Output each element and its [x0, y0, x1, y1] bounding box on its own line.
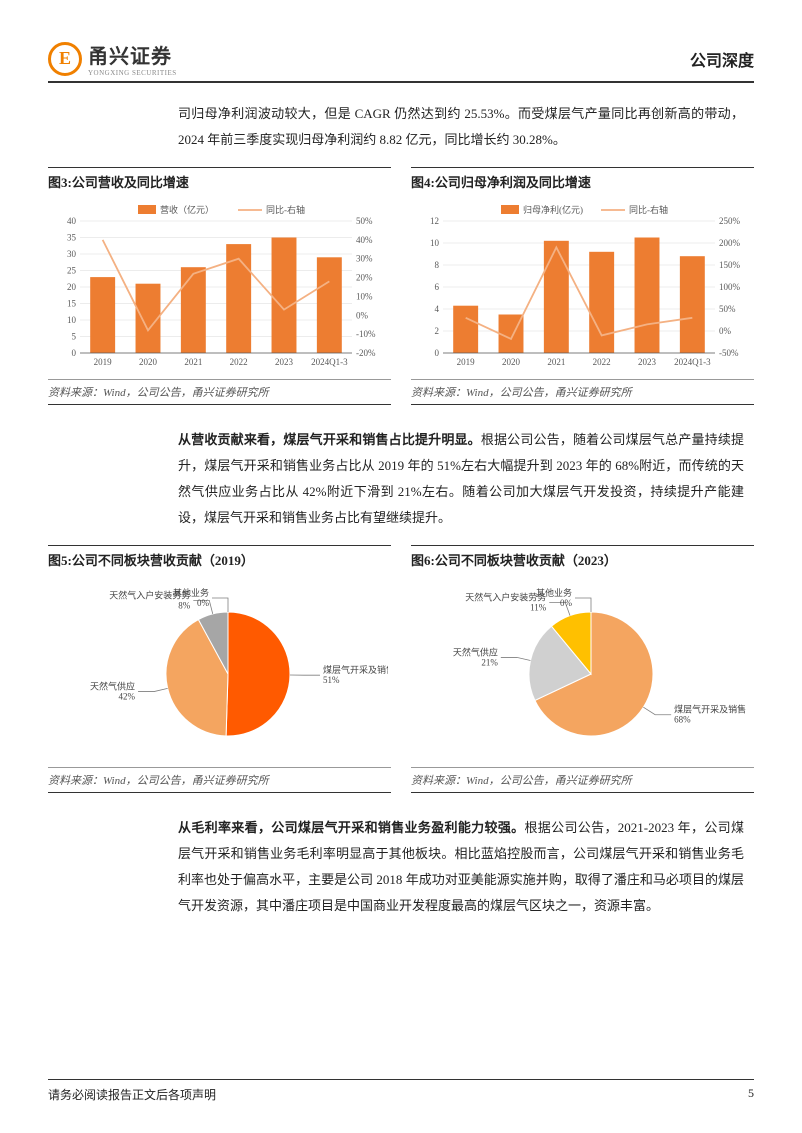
- chart5-source: 资料来源：Wind，公司公告，甬兴证券研究所: [48, 767, 391, 793]
- svg-text:20%: 20%: [356, 273, 373, 283]
- svg-text:2019: 2019: [94, 357, 113, 367]
- chart3-svg: 0 5 10 15 20 25 30 35 40 -20% -10% 0% 10% 20% 30% 40% 50…: [48, 195, 388, 375]
- svg-text:35: 35: [67, 233, 77, 243]
- svg-text:40: 40: [67, 216, 77, 226]
- last-para-bold: 从毛利率来看，公司煤层气开采和销售业务盈利能力较强。: [178, 820, 524, 835]
- chart3-container: 图3:公司营收及同比增速 0 5 10 15 20 25 30 35 40 -20% -10% 0% 1…: [48, 167, 391, 405]
- svg-text:0%: 0%: [719, 326, 732, 336]
- svg-text:同比-右轴: 同比-右轴: [629, 204, 668, 215]
- logo-en: YONGXING SECURITIES: [88, 69, 177, 77]
- chart4-container: 图4:公司归母净利润及同比增速 0 2 4 6 8 10 12 -50% 0% 50% 100% 15…: [411, 167, 754, 405]
- svg-text:25: 25: [67, 266, 77, 276]
- svg-text:2024Q1-3: 2024Q1-3: [674, 357, 711, 367]
- intro-paragraph: 司归母净利润波动较大，但是 CAGR 仍然达到约 25.53%。而受煤层气产量同…: [178, 101, 744, 153]
- chart3-source: 资料来源：Wind，公司公告，甬兴证券研究所: [48, 379, 391, 405]
- svg-text:5: 5: [72, 332, 77, 342]
- svg-text:-10%: -10%: [356, 329, 376, 339]
- logo-cn: 甬兴证券: [88, 46, 172, 68]
- svg-text:0%: 0%: [356, 310, 369, 320]
- svg-text:21%: 21%: [481, 657, 498, 667]
- chart4-source: 资料来源：Wind，公司公告，甬兴证券研究所: [411, 379, 754, 405]
- chart6-title: 图6:公司不同板块营收贡献（2023）: [411, 545, 754, 569]
- mid-paragraph: 从营收贡献来看，煤层气开采和销售占比提升明显。根据公司公告，随着公司煤层气总产量…: [178, 427, 744, 531]
- svg-text:30%: 30%: [356, 254, 373, 264]
- svg-text:天然气供应: 天然气供应: [90, 681, 135, 692]
- logo-icon: E: [48, 42, 82, 76]
- chart6-container: 图6:公司不同板块营收贡献（2023） 煤层气开采及销售68% 天然气供应21% 天…: [411, 545, 754, 793]
- svg-text:天然气供应: 天然气供应: [453, 646, 498, 657]
- svg-text:8%: 8%: [178, 600, 191, 610]
- svg-text:2021: 2021: [547, 357, 565, 367]
- svg-text:10%: 10%: [356, 291, 373, 301]
- svg-text:20: 20: [67, 282, 77, 292]
- svg-text:同比-右轴: 同比-右轴: [266, 204, 305, 215]
- chart6-svg: 煤层气开采及销售68% 天然气供应21% 天然气入户安装劳务11% 其他业务0%: [411, 573, 751, 763]
- svg-text:6: 6: [435, 282, 440, 292]
- chart5-title: 图5:公司不同板块营收贡献（2019）: [48, 545, 391, 569]
- svg-text:2019: 2019: [457, 357, 476, 367]
- chart6-source: 资料来源：Wind，公司公告，甬兴证券研究所: [411, 767, 754, 793]
- footer-left: 请务必阅读报告正文后各项声明: [48, 1086, 216, 1103]
- svg-text:12: 12: [430, 216, 439, 226]
- svg-text:2024Q1-3: 2024Q1-3: [311, 357, 348, 367]
- svg-text:11%: 11%: [530, 602, 547, 612]
- svg-text:-20%: -20%: [356, 348, 376, 358]
- svg-text:0: 0: [435, 348, 440, 358]
- svg-text:50%: 50%: [356, 216, 373, 226]
- chart4-svg: 0 2 4 6 8 10 12 -50% 0% 50% 100% 150% 200% 250% 2019 20…: [411, 195, 751, 375]
- chart4-title: 图4:公司归母净利润及同比增速: [411, 167, 754, 191]
- svg-text:10: 10: [430, 238, 440, 248]
- svg-text:其他业务: 其他业务: [536, 587, 572, 598]
- svg-text:40%: 40%: [356, 235, 373, 245]
- svg-text:煤层气开采及销售: 煤层气开采及销售: [674, 704, 746, 715]
- svg-text:2023: 2023: [275, 357, 294, 367]
- svg-text:0%: 0%: [197, 598, 210, 608]
- svg-text:0: 0: [72, 348, 77, 358]
- svg-text:2020: 2020: [139, 357, 158, 367]
- svg-text:2020: 2020: [502, 357, 521, 367]
- svg-text:100%: 100%: [719, 282, 741, 292]
- svg-text:营收（亿元）: 营收（亿元）: [160, 204, 214, 215]
- svg-text:50%: 50%: [719, 304, 736, 314]
- footer-right: 5: [748, 1086, 754, 1103]
- svg-text:-50%: -50%: [719, 348, 739, 358]
- svg-text:其他业务: 其他业务: [173, 587, 209, 598]
- svg-text:8: 8: [435, 260, 440, 270]
- svg-text:2022: 2022: [593, 357, 611, 367]
- svg-text:68%: 68%: [674, 715, 691, 725]
- svg-text:2021: 2021: [184, 357, 202, 367]
- svg-text:天然气入户安装劳务: 天然气入户安装劳务: [465, 591, 546, 602]
- svg-text:10: 10: [67, 315, 77, 325]
- svg-text:4: 4: [435, 304, 440, 314]
- svg-text:0%: 0%: [560, 598, 573, 608]
- mid-para-bold: 从营收贡献来看，煤层气开采和销售占比提升明显。: [178, 432, 481, 447]
- svg-text:2023: 2023: [638, 357, 657, 367]
- doc-type: 公司深度: [690, 47, 754, 71]
- svg-text:42%: 42%: [119, 692, 136, 702]
- svg-text:2022: 2022: [230, 357, 248, 367]
- chart3-title: 图3:公司营收及同比增速: [48, 167, 391, 191]
- svg-text:150%: 150%: [719, 260, 741, 270]
- svg-text:30: 30: [67, 249, 77, 259]
- svg-text:煤层气开采及销售: 煤层气开采及销售: [323, 664, 388, 675]
- logo: E 甬兴证券 YONGXING SECURITIES: [48, 40, 177, 77]
- last-paragraph: 从毛利率来看，公司煤层气开采和销售业务盈利能力较强。根据公司公告，2021-20…: [178, 815, 744, 919]
- footer: 请务必阅读报告正文后各项声明 5: [48, 1079, 754, 1103]
- svg-text:250%: 250%: [719, 216, 741, 226]
- svg-text:200%: 200%: [719, 238, 741, 248]
- page-header: E 甬兴证券 YONGXING SECURITIES 公司深度: [48, 40, 754, 83]
- svg-text:2: 2: [435, 326, 440, 336]
- chart5-svg: 煤层气开采及销售51%天然气供应42%天然气入户安装劳务8%其他业务0%: [48, 573, 388, 763]
- svg-text:51%: 51%: [323, 675, 340, 685]
- svg-text:归母净利(亿元): 归母净利(亿元): [523, 204, 583, 215]
- chart5-container: 图5:公司不同板块营收贡献（2019） 煤层气开采及销售51%天然气供应42%天…: [48, 545, 391, 793]
- svg-text:15: 15: [67, 299, 77, 309]
